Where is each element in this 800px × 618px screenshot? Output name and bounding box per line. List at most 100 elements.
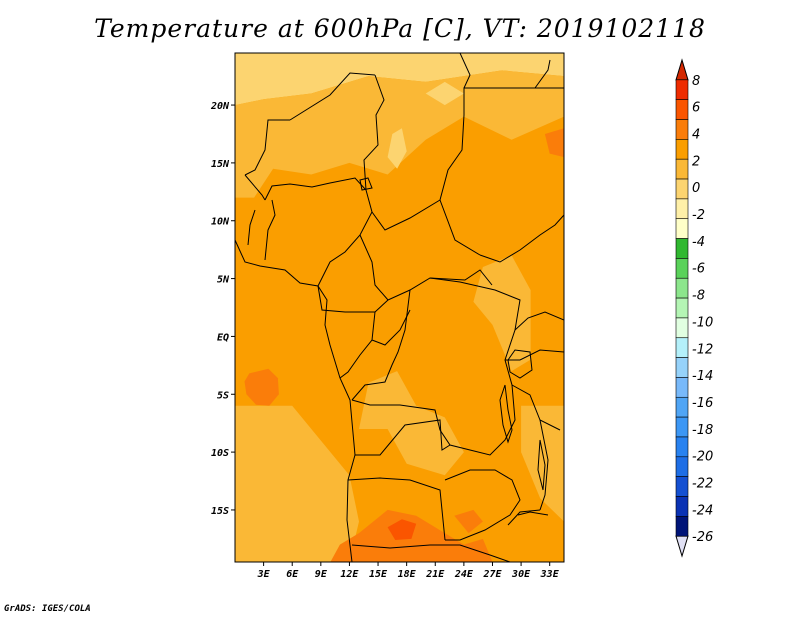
lon-tick-label: 33E [540,569,560,580]
border-algeria-niger [244,72,376,176]
colorbar-swatch [675,396,689,418]
field-region-atlantic-south [235,405,359,562]
map-frame [234,52,565,563]
zambezi-coast [517,511,549,516]
border-ethiopia [479,214,564,263]
field-region-cool-patch-sudan [387,128,407,169]
lat-tick-label: EQ [217,332,229,343]
border-chad-sudan [439,114,481,256]
colorbar-swatch [675,99,689,120]
colorbar-swatch [675,79,689,100]
lake-tanganyika [499,384,513,444]
lat-tick-label: 15S [211,506,229,517]
lon-tick-label: 21E [425,569,445,580]
colorbar-label: -18 [692,423,713,438]
field-region-east-coast-light [521,405,564,522]
colorbar-label: -4 [692,235,705,250]
latitude-axis: 20N 15N 10N 5N EQ 5S 10S 15S [210,101,235,517]
colorbar-label: -24 [692,503,713,518]
colorbar-swatch [675,297,689,319]
lon-tick-label: 30E [511,569,531,580]
lat-tick-label: 10N [211,217,230,228]
colorbar-swatch [675,158,689,180]
field-region-hot-south2 [454,509,483,534]
colorbar-label: 4 [692,128,700,143]
border-drc [351,277,521,456]
colorbar-label: 2 [692,154,700,169]
lon-tick-label: 18E [398,569,417,580]
map-area [235,53,564,562]
colorbar-swatch [675,337,689,358]
colorbar-label: -8 [692,289,705,304]
coastline [235,239,356,562]
longitude-axis: 3E 6E 9E 12E 15E 18E 21E 24E 27E 30E 33E [257,562,560,580]
colorbar-swatch [675,317,689,339]
colorbar-swatch [675,456,689,477]
border-west-africa [244,174,276,261]
colorbar-top-arrow [675,58,689,81]
border-congo [339,309,411,379]
colorbar-label: -26 [692,530,713,545]
colorbar-swatch [675,416,689,438]
colorbar-swatch [675,377,689,398]
colorbar-label: 0 [692,181,700,196]
colorbar-label: -22 [692,476,713,491]
colorbar-swatch [675,277,689,299]
colorbar-label: -6 [692,262,705,277]
colorbar-swatch [675,496,689,517]
temperature-field [235,53,564,562]
colorbar-swatch [675,218,689,239]
lon-tick-label: 9E [315,569,328,580]
colorbar-label: 8 [692,74,700,89]
colorbar: 8 6 4 2 0 -2 -4 -6 -8 -10 -12 -14 -16 -18 -20 -22 -24 -26 [675,58,713,558]
colorbar-label: -2 [692,208,705,223]
field-region-cool-patch-north [425,81,464,106]
field-region-congo-light [359,371,464,476]
border-zambia [444,469,521,541]
colorbar-label: -16 [692,396,713,411]
colorbar-swatch [675,516,689,537]
credit-label: GrADS: IGES/COLA [4,604,91,614]
lat-tick-label: 5S [217,390,229,401]
colorbar-swatch [675,198,689,220]
colorbar-swatch [675,238,689,259]
lake-victoria [507,349,533,379]
border-egypt-libya [459,53,564,115]
colorbar-swatch [675,476,689,497]
country-borders [235,53,564,562]
border-south [351,509,541,562]
colorbar-swatch [675,436,689,458]
colorbar-label: -10 [692,315,713,330]
lat-tick-label: 20N [210,101,230,112]
lon-tick-label: 12E [340,569,359,580]
field-region-sahara-north [235,53,564,106]
colorbar-swatch [675,119,689,140]
colorbar-swatch [675,258,689,279]
colorbar-swatch [675,357,689,378]
colorbar-label: 6 [692,101,700,116]
border-chad-niger [363,74,385,191]
lon-tick-label: 24E [454,569,474,580]
colorbar-label: -12 [692,342,713,357]
lake-chad [359,177,373,191]
colorbar-label: -20 [692,450,713,465]
lat-tick-label: 10S [211,448,229,459]
page-title: Temperature at 600hPa [C], VT: 201910211… [94,14,706,43]
colorbar-label: -14 [692,369,713,384]
colorbar-swatch [675,178,689,200]
lat-tick-label: 5N [217,275,230,286]
lon-tick-label: 15E [369,569,388,580]
red-sea-coast [534,59,551,89]
lake-malawi [537,439,546,491]
field-region-hotter-south [387,519,417,540]
colorbar-swatch [675,139,689,160]
lon-tick-label: 3E [257,569,271,580]
border-cameroon-south [317,285,389,313]
field-region-hot-atlantic [244,368,279,406]
lat-tick-label: 15N [211,159,230,170]
field-region-east-light [473,255,531,372]
colorbar-bottom-arrow [675,535,689,558]
field-region-hot-sudan [544,128,564,158]
border-angola [347,419,451,541]
